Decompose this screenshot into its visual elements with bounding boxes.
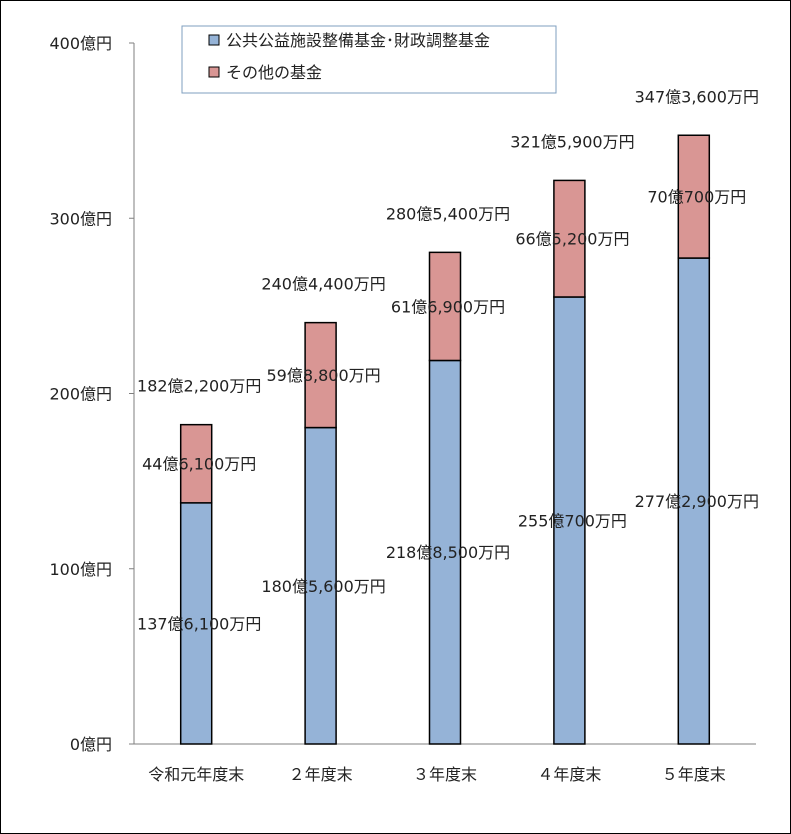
data-label-total: 240億4,400万円: [261, 275, 385, 294]
y-tick-label: 200億円: [49, 385, 112, 404]
legend-label: その他の基金: [226, 63, 322, 82]
data-label-total: 280億5,400万円: [386, 204, 510, 223]
data-label-other-fund: 66億5,200万円: [515, 230, 629, 249]
bar-segment-public-fund: [179, 502, 213, 745]
bar-segment-public-fund: [553, 296, 586, 745]
data-label-total: 182億2,200万円: [137, 377, 261, 396]
y-tick-label: 300億円: [49, 209, 112, 228]
data-label-public-fund: 137億6,100万円: [137, 614, 261, 633]
bar-segment-public-fund: [428, 359, 462, 745]
x-tick-label: ３年度末: [413, 765, 477, 784]
y-tick-label: 400億円: [49, 34, 112, 53]
data-label-total: 321億5,900万円: [510, 132, 634, 151]
legend-box: [181, 25, 557, 94]
bar-segment-other-fund: [553, 179, 586, 298]
data-label-other-fund: 70億700万円: [647, 188, 746, 207]
legend-swatch: [208, 66, 220, 78]
legend-label: 公共公益施設整備基金･財政調整基金: [226, 31, 490, 50]
bar-segment-other-fund: [179, 423, 213, 504]
data-label-other-fund: 44億6,100万円: [142, 455, 256, 474]
bar-segment-other-fund: [428, 251, 462, 362]
x-tick-label: 令和元年度末: [148, 765, 244, 784]
x-tick-label: ４年度末: [537, 765, 601, 784]
bar-segment-public-fund: [677, 257, 711, 745]
y-tick-label: 0億円: [70, 735, 112, 754]
x-tick-label: ５年度末: [662, 765, 726, 784]
legend-swatch: [208, 34, 220, 46]
data-labels: 137億6,100万円 44億6,100万円 182億2,200万円 180億5,60…: [137, 87, 759, 633]
bar-segment-other-fund: [677, 134, 711, 259]
bars: [179, 134, 711, 745]
bar-segment-public-fund: [304, 426, 337, 745]
bar-segment-other-fund: [304, 321, 337, 429]
data-label-other-fund: 59億8,800万円: [267, 366, 381, 385]
data-label-other-fund: 61億6,900万円: [391, 297, 505, 316]
data-label-public-fund: 218億8,500万円: [386, 543, 510, 562]
x-tick-label: ２年度末: [289, 765, 353, 784]
y-tick-label: 100億円: [49, 560, 112, 579]
data-label-total: 347億3,600万円: [635, 87, 759, 106]
data-label-public-fund: 180億5,600万円: [261, 577, 385, 596]
data-label-public-fund: 277億2,900万円: [635, 492, 759, 511]
data-label-public-fund: 255億700万円: [518, 511, 627, 530]
